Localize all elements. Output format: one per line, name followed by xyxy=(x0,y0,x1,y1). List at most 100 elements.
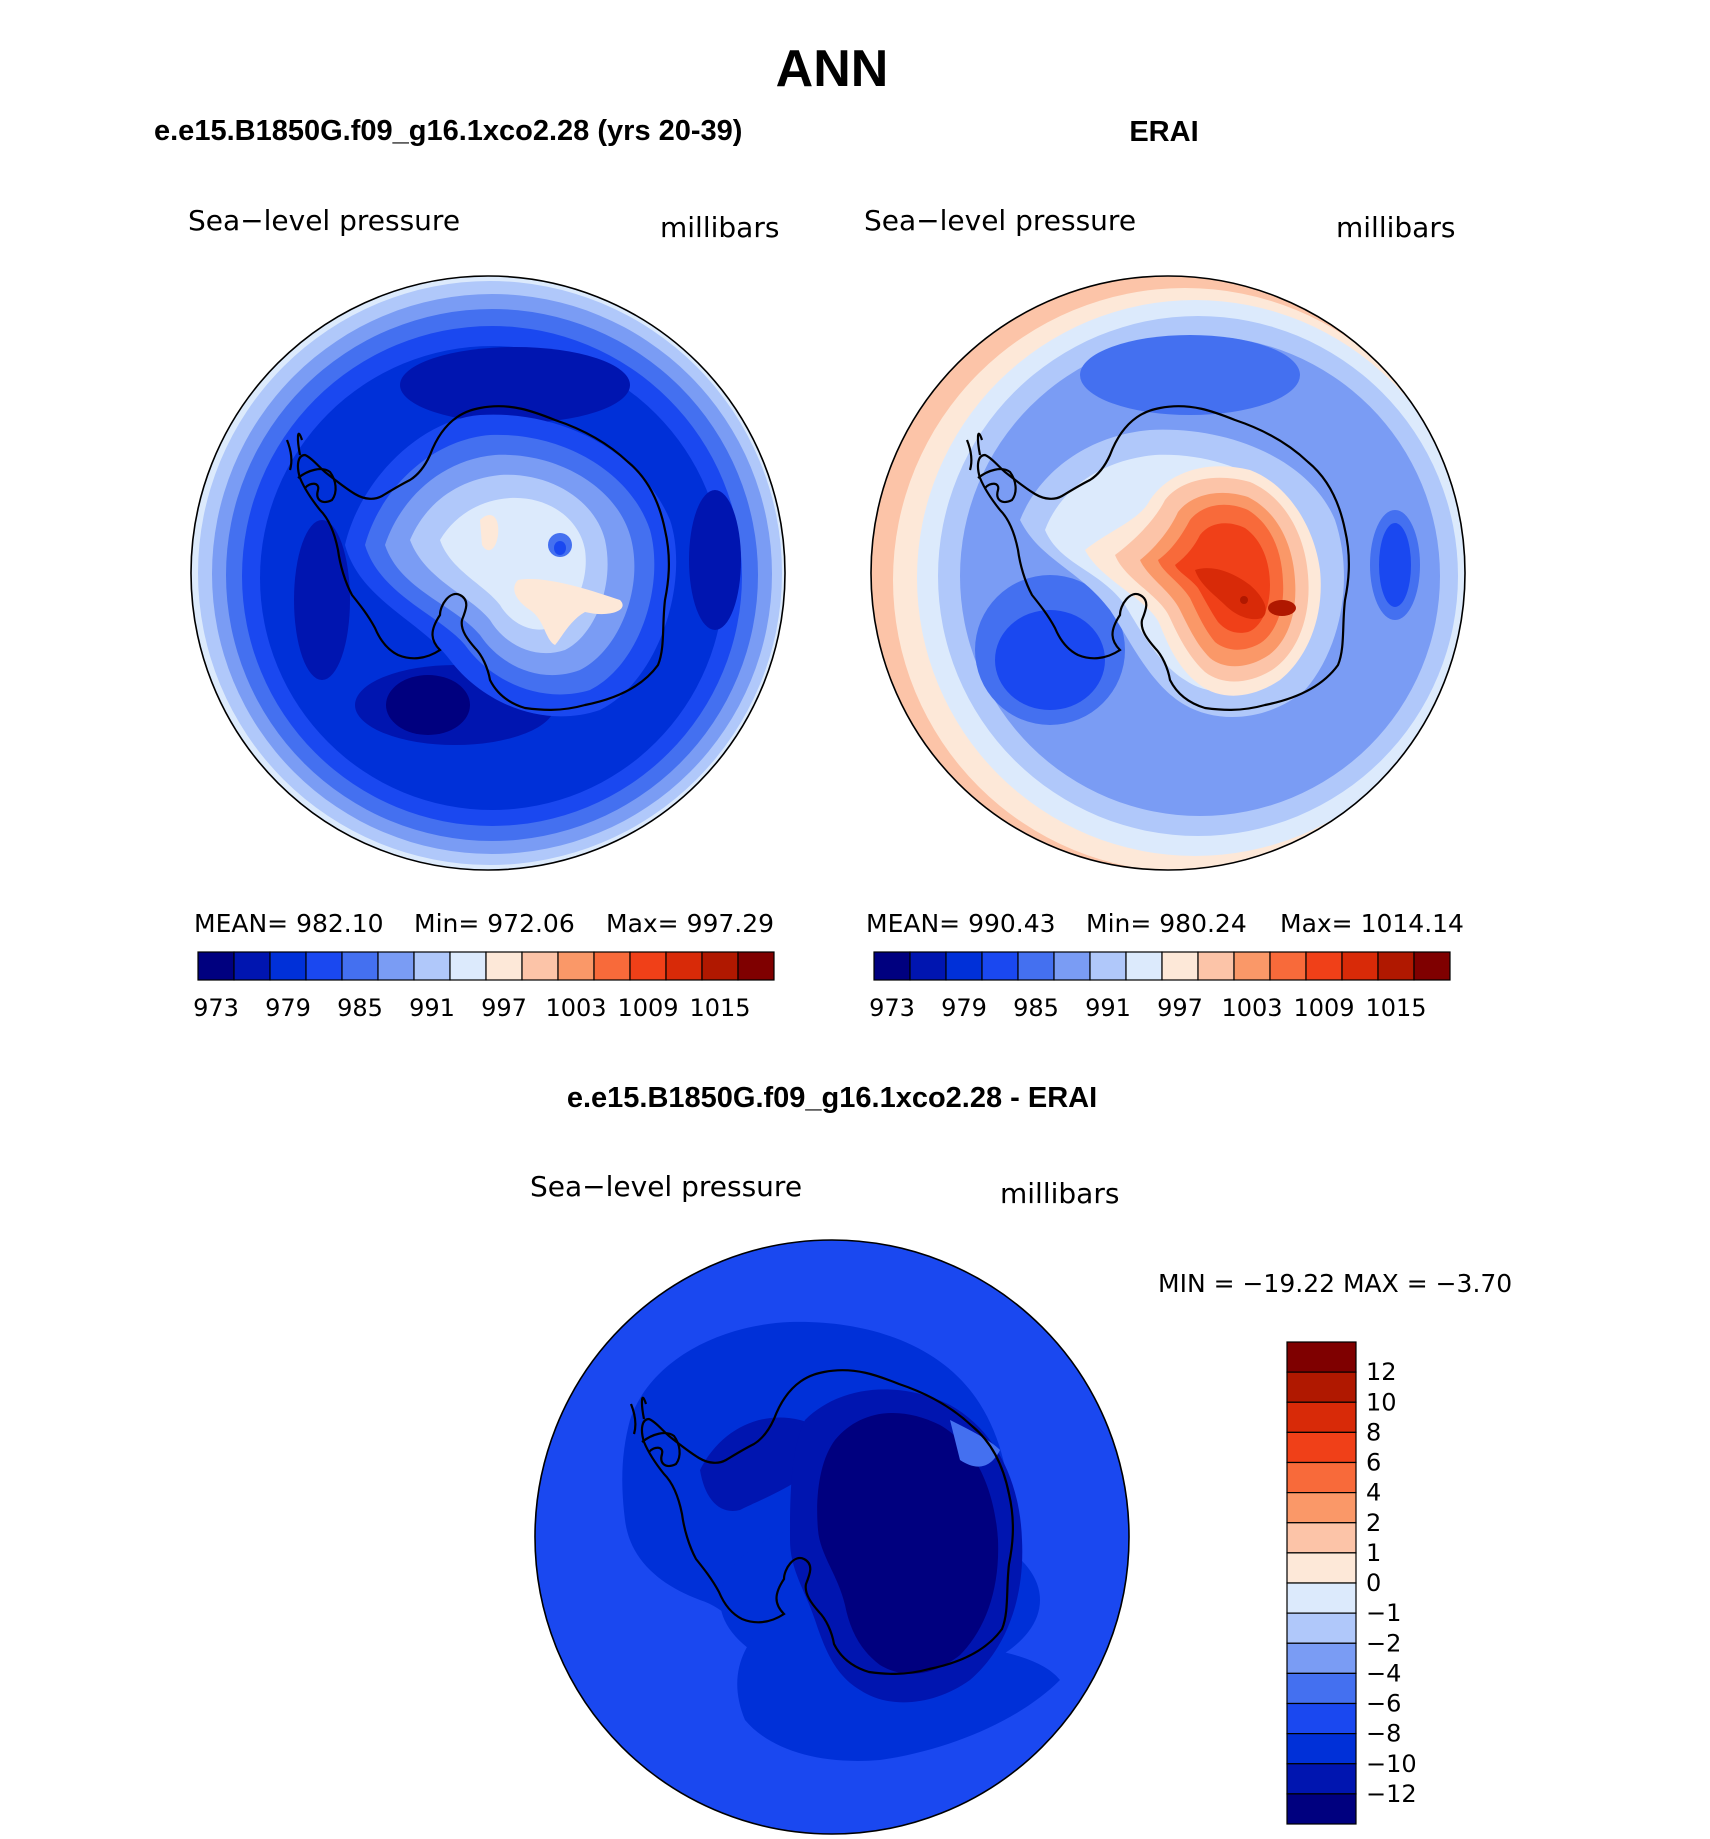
model-stat-mean: MEAN= 982.10 xyxy=(194,909,384,938)
diff-units-label: millibars xyxy=(1000,1177,1119,1210)
model-colorbar xyxy=(197,951,775,981)
colorbar-swatch xyxy=(1286,1763,1357,1795)
obs-colorbar xyxy=(873,951,1451,981)
colorbar-swatch xyxy=(1286,1341,1357,1373)
colorbar-swatch xyxy=(557,951,595,981)
colorbar-swatch xyxy=(1125,951,1163,981)
colorbar-tick-label: 985 xyxy=(1013,994,1059,1022)
colorbar-swatch xyxy=(1286,1371,1357,1403)
colorbar-tick-label: 991 xyxy=(409,994,455,1022)
colorbar-swatch xyxy=(873,951,911,981)
colorbar-swatch xyxy=(1089,951,1127,981)
colorbar-tick-label: −8 xyxy=(1366,1720,1401,1748)
colorbar-swatch xyxy=(1233,951,1271,981)
page-title: ANN xyxy=(776,40,889,98)
colorbar-tick-label: −4 xyxy=(1366,1659,1401,1687)
colorbar-swatch xyxy=(341,951,379,981)
colorbar-tick-label: 6 xyxy=(1366,1449,1381,1477)
colorbar-tick-label: 979 xyxy=(941,994,987,1022)
colorbar-swatch xyxy=(413,951,451,981)
colorbar-tick-label: 991 xyxy=(1085,994,1131,1022)
obs-variable-label: Sea−level pressure xyxy=(864,204,1136,237)
model-units-label: millibars xyxy=(660,211,779,244)
colorbar-tick-label: 1 xyxy=(1366,1539,1381,1567)
colorbar-swatch xyxy=(1413,951,1451,981)
model-map-boundary xyxy=(190,275,786,871)
colorbar-swatch xyxy=(1286,1672,1357,1705)
colorbar-tick-label: −6 xyxy=(1366,1690,1401,1718)
colorbar-tick-label: 1009 xyxy=(617,994,678,1022)
colorbar-tick-label: 997 xyxy=(1157,994,1203,1022)
colorbar-swatch xyxy=(1053,951,1091,981)
colorbar-tick-label: −2 xyxy=(1366,1629,1401,1657)
diff-coastline xyxy=(629,1369,1014,1675)
colorbar-swatch xyxy=(1377,951,1415,981)
model-coastline xyxy=(285,405,670,711)
colorbar-swatch xyxy=(665,951,703,981)
model-variable-label: Sea−level pressure xyxy=(188,204,460,237)
colorbar-swatch xyxy=(521,951,559,981)
colorbar-tick-label: 4 xyxy=(1366,1479,1381,1507)
model-map xyxy=(191,276,785,870)
colorbar-swatch xyxy=(1017,951,1055,981)
colorbar-tick-label: 985 xyxy=(337,994,383,1022)
obs-stat-min: Min= 980.24 xyxy=(1086,909,1247,938)
colorbar-swatch xyxy=(1341,951,1379,981)
colorbar-tick-label: 8 xyxy=(1366,1418,1381,1446)
colorbar-tick-label: 973 xyxy=(193,994,239,1022)
colorbar-tick-label: 1003 xyxy=(545,994,606,1022)
colorbar-swatch xyxy=(377,951,415,981)
colorbar-tick-label: −12 xyxy=(1366,1780,1417,1808)
colorbar-swatch xyxy=(1286,1702,1357,1735)
colorbar-tick-label: −1 xyxy=(1366,1599,1401,1627)
colorbar-swatch xyxy=(233,951,271,981)
colorbar-tick-label: 1003 xyxy=(1221,994,1282,1022)
model-case-title: e.e15.B1850G.f09_g16.1xco2.28 (yrs 20-39… xyxy=(154,115,742,147)
obs-coastline xyxy=(965,405,1350,711)
diff-map xyxy=(535,1240,1129,1834)
colorbar-swatch xyxy=(1286,1552,1357,1584)
colorbar-swatch xyxy=(1286,1793,1357,1825)
colorbar-tick-label: 979 xyxy=(265,994,311,1022)
diff-variable-label: Sea−level pressure xyxy=(530,1170,802,1203)
colorbar-swatch xyxy=(1286,1461,1357,1494)
colorbar-swatch xyxy=(1286,1431,1357,1464)
colorbar-tick-label: 10 xyxy=(1366,1388,1397,1416)
model-stat-max: Max= 997.29 xyxy=(606,909,774,938)
colorbar-swatch xyxy=(1286,1612,1357,1644)
colorbar-swatch xyxy=(629,951,667,981)
diff-colorbar xyxy=(1286,1341,1357,1825)
colorbar-swatch xyxy=(1269,951,1307,981)
colorbar-tick-label: 1009 xyxy=(1293,994,1354,1022)
colorbar-tick-label: 1015 xyxy=(1365,994,1426,1022)
colorbar-swatch xyxy=(1286,1582,1357,1614)
diff-stat-minmax: MIN = −19.22 MAX = −3.70 xyxy=(1158,1269,1512,1298)
colorbar-swatch xyxy=(1286,1492,1357,1524)
colorbar-swatch xyxy=(1286,1733,1357,1765)
colorbar-swatch xyxy=(1286,1522,1357,1554)
colorbar-tick-label: 12 xyxy=(1366,1358,1397,1386)
colorbar-tick-label: −10 xyxy=(1366,1750,1417,1778)
colorbar-swatch xyxy=(1161,951,1199,981)
colorbar-tick-label: 973 xyxy=(869,994,915,1022)
diff-map-boundary xyxy=(534,1239,1130,1835)
colorbar-tick-label: 2 xyxy=(1366,1509,1381,1537)
obs-map xyxy=(871,276,1465,870)
colorbar-swatch xyxy=(737,951,775,981)
obs-stat-mean: MEAN= 990.43 xyxy=(866,909,1056,938)
obs-map-boundary xyxy=(870,275,1466,871)
colorbar-swatch xyxy=(1286,1642,1357,1674)
colorbar-swatch xyxy=(1197,951,1235,981)
colorbar-swatch xyxy=(701,951,739,981)
obs-colorbar-ticks: 973 979 985 991 997 1003 1009 1015 xyxy=(869,994,1426,1022)
colorbar-swatch xyxy=(485,951,523,981)
model-stat-min: Min= 972.06 xyxy=(414,909,575,938)
colorbar-swatch xyxy=(305,951,343,981)
obs-case-title: ERAI xyxy=(1129,116,1198,148)
colorbar-swatch xyxy=(909,951,947,981)
model-colorbar-ticks: 973 979 985 991 997 1003 1009 1015 xyxy=(193,994,750,1022)
colorbar-swatch xyxy=(197,951,235,981)
colorbar-swatch xyxy=(1286,1401,1357,1433)
obs-units-label: millibars xyxy=(1336,211,1455,244)
